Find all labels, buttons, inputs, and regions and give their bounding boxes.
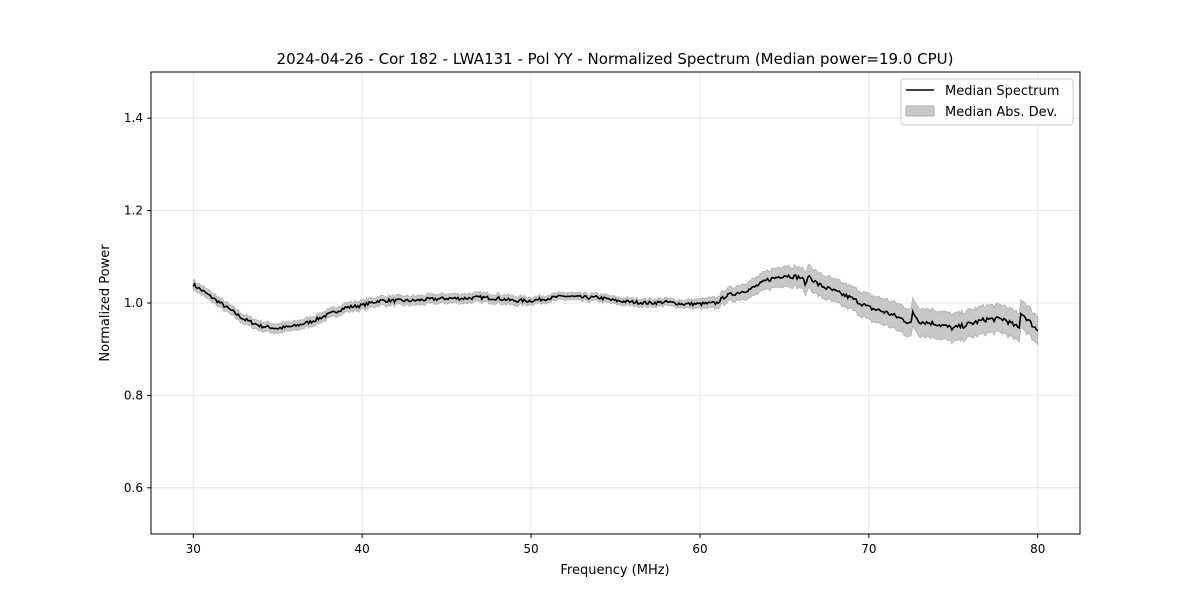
- x-tick-label: 50: [523, 542, 538, 556]
- mad-band: [192, 263, 1039, 346]
- legend: Median Spectrum Median Abs. Dev.: [900, 78, 1074, 126]
- ticks: 30 40 50 60 70 80 0.6 0.8 1.0 1.2 1.4: [124, 111, 1046, 556]
- legend-band-swatch: [905, 105, 935, 117]
- x-tick-label: 80: [1030, 542, 1045, 556]
- y-tick-label: 1.0: [124, 296, 143, 310]
- y-tick-label: 1.2: [124, 204, 143, 218]
- x-tick-label: 40: [354, 542, 369, 556]
- median-line: [192, 273, 1039, 332]
- y-tick-label: 0.8: [124, 388, 143, 402]
- y-axis-label: Normalized Power: [98, 244, 113, 362]
- y-tick-label: 1.4: [124, 111, 143, 125]
- x-axis-label: Frequency (MHz): [560, 563, 669, 578]
- legend-median-spectrum: Median Spectrum: [945, 84, 1059, 99]
- x-tick-label: 60: [692, 542, 707, 556]
- legend-box: [900, 78, 1074, 126]
- legend-mad: Median Abs. Dev.: [945, 105, 1057, 120]
- x-tick-label: 30: [186, 542, 201, 556]
- y-tick-label: 0.6: [124, 481, 143, 495]
- x-tick-label: 70: [861, 542, 876, 556]
- chart-title: 2024-04-26 - Cor 182 - LWA131 - Pol YY -…: [277, 50, 954, 68]
